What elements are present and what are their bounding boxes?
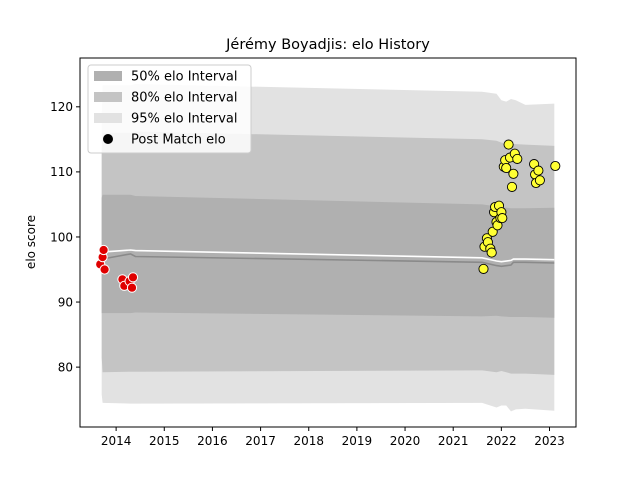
x-tick-label: 2023 [534, 434, 565, 448]
win-point [497, 213, 508, 224]
legend-box [87, 64, 252, 154]
post-match-points [95, 139, 561, 293]
win-point [508, 168, 519, 179]
win-point [503, 139, 514, 150]
x-tick-label: 2018 [293, 434, 324, 448]
win-point [501, 162, 512, 174]
loss-point [98, 244, 109, 256]
chart-title: Jérémy Boyadjis: elo History [225, 37, 430, 53]
win-point [478, 263, 489, 274]
legend-swatch [94, 71, 122, 81]
loss-point [99, 264, 110, 275]
trend-lines [101, 249, 555, 268]
median-line [101, 253, 555, 268]
y-tick-label: 80 [58, 360, 73, 374]
x-tick-label: 2015 [149, 434, 180, 448]
legend-swatch [94, 113, 122, 123]
loss-point [126, 282, 138, 293]
legend-label: Post Match elo [131, 133, 226, 148]
x-tick-label: 2017 [245, 434, 276, 448]
y-tick-label: 120 [50, 100, 73, 114]
x-axis-ticks: 2014 2015 2016 2017 2018 2019 2020 2021 2022 2023 [101, 427, 565, 448]
x-tick-label: 2014 [101, 434, 132, 448]
x-tick-label: 2019 [342, 434, 373, 448]
band-50 [101, 194, 555, 318]
legend-label: 50% elo Interval [131, 70, 238, 85]
y-axis-label: elo score [24, 215, 38, 269]
y-tick-label: 100 [50, 230, 73, 244]
mean-line [101, 249, 555, 263]
win-point [550, 160, 561, 172]
legend-label: 95% elo Interval [131, 112, 238, 127]
y-tick-label: 90 [58, 295, 73, 309]
win-point [512, 153, 523, 164]
x-tick-label: 2020 [390, 434, 421, 448]
interval-bands [101, 84, 555, 412]
win-point [486, 247, 497, 258]
win-point [506, 181, 518, 192]
y-axis-ticks: 80 90 100 110 120 [50, 100, 80, 374]
win-point [534, 175, 545, 186]
legend-label: 80% elo Interval [131, 91, 238, 106]
x-tick-label: 2021 [438, 434, 469, 448]
x-tick-label: 2016 [197, 434, 228, 448]
legend-swatch [94, 92, 122, 102]
win-point [533, 165, 544, 176]
loss-point [127, 272, 139, 283]
legend: 50% elo Interval 80% elo Interval 95% elo … [87, 64, 252, 154]
x-tick-label: 2022 [486, 434, 517, 448]
plot-frame [79, 57, 577, 428]
legend-marker [103, 134, 113, 144]
y-tick-label: 110 [50, 165, 73, 179]
